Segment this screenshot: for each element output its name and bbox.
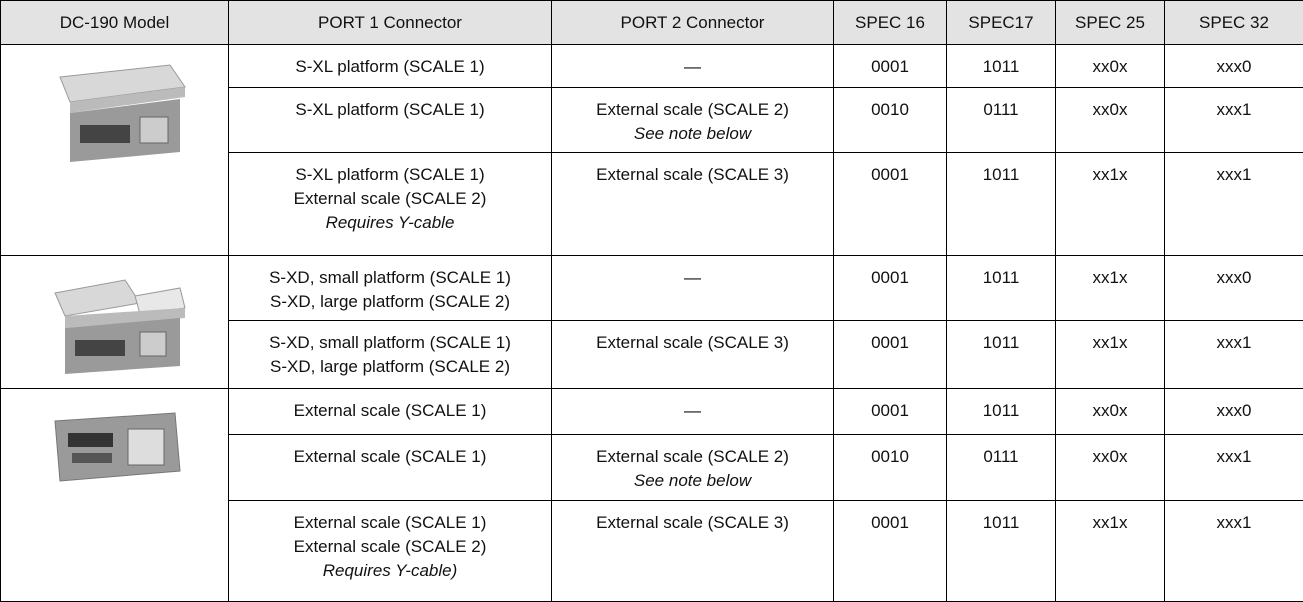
- cell-line: S-XL platform (SCALE 1): [233, 98, 547, 122]
- model-cell: [1, 45, 229, 256]
- port1-cell: External scale (SCALE 1): [229, 435, 552, 501]
- spec17-cell: 1011: [947, 45, 1056, 88]
- port1-cell: S-XD, small platform (SCALE 1)S-XD, larg…: [229, 256, 552, 321]
- table-row: S-XD, small platform (SCALE 1)S-XD, larg…: [1, 256, 1303, 321]
- cell-line: External scale (SCALE 3): [556, 511, 829, 535]
- port2-cell: External scale (SCALE 3): [552, 321, 834, 389]
- cell-line: —: [556, 399, 829, 423]
- spec16-cell: 0001: [834, 45, 947, 88]
- port2-cell: External scale (SCALE 2)See note below: [552, 435, 834, 501]
- spec17-cell: 1011: [947, 501, 1056, 602]
- spec25-cell: xx1x: [1056, 153, 1165, 256]
- spec25-cell: xx0x: [1056, 435, 1165, 501]
- spec25-cell: xx0x: [1056, 45, 1165, 88]
- spec32-cell: xxx1: [1165, 435, 1303, 501]
- cell-line: S-XD, large platform (SCALE 2): [233, 290, 547, 314]
- cell-line: External scale (SCALE 3): [556, 163, 829, 187]
- spec17-cell: 1011: [947, 321, 1056, 389]
- port2-cell: External scale (SCALE 3): [552, 501, 834, 602]
- cell-line: External scale (SCALE 1): [233, 511, 547, 535]
- header-cell: SPEC 25: [1056, 1, 1165, 45]
- spec16-cell: 0001: [834, 256, 947, 321]
- port2-cell: —: [552, 256, 834, 321]
- spec17-cell: 0111: [947, 435, 1056, 501]
- spec16-cell: 0010: [834, 435, 947, 501]
- cell-line: External scale (SCALE 3): [556, 331, 829, 355]
- model-cell: [1, 256, 229, 389]
- port1-cell: External scale (SCALE 1)External scale (…: [229, 501, 552, 602]
- cell-line: External scale (SCALE 2): [556, 445, 829, 469]
- cell-line: External scale (SCALE 2): [233, 187, 547, 211]
- header-row: DC-190 Model PORT 1 Connector PORT 2 Con…: [1, 1, 1303, 45]
- model-cell: [1, 389, 229, 602]
- cell-line: S-XD, large platform (SCALE 2): [233, 355, 547, 379]
- port2-cell: External scale (SCALE 2)See note below: [552, 88, 834, 153]
- port1-cell: S-XL platform (SCALE 1)External scale (S…: [229, 153, 552, 256]
- spec32-cell: xxx0: [1165, 256, 1303, 321]
- spec32-cell: xxx0: [1165, 45, 1303, 88]
- cell-line: See note below: [556, 469, 829, 493]
- cell-line: —: [556, 55, 829, 79]
- spec32-cell: xxx0: [1165, 389, 1303, 435]
- cell-line: Requires Y-cable: [233, 211, 547, 235]
- spec17-cell: 1011: [947, 153, 1056, 256]
- spec17-cell: 1011: [947, 389, 1056, 435]
- port2-cell: —: [552, 389, 834, 435]
- spec25-cell: xx0x: [1056, 389, 1165, 435]
- header-cell: PORT 2 Connector: [552, 1, 834, 45]
- port1-cell: S-XL platform (SCALE 1): [229, 88, 552, 153]
- cell-line: S-XL platform (SCALE 1): [233, 163, 547, 187]
- header-cell: SPEC 32: [1165, 1, 1303, 45]
- spec16-cell: 0001: [834, 389, 947, 435]
- cell-line: S-XD, small platform (SCALE 1): [233, 266, 547, 290]
- cell-line: S-XD, small platform (SCALE 1): [233, 331, 547, 355]
- cell-line: Requires Y-cable): [233, 559, 547, 583]
- spec32-cell: xxx1: [1165, 88, 1303, 153]
- cell-line: —: [556, 266, 829, 290]
- spec17-cell: 1011: [947, 256, 1056, 321]
- port1-cell: S-XL platform (SCALE 1): [229, 45, 552, 88]
- cell-line: External scale (SCALE 1): [233, 445, 547, 469]
- port1-cell: External scale (SCALE 1): [229, 389, 552, 435]
- spec16-cell: 0001: [834, 321, 947, 389]
- port1-cell: S-XD, small platform (SCALE 1)S-XD, larg…: [229, 321, 552, 389]
- scale-xd-image: [40, 268, 190, 378]
- spec17-cell: 0111: [947, 88, 1056, 153]
- spec25-cell: xx1x: [1056, 321, 1165, 389]
- cell-line: S-XL platform (SCALE 1): [233, 55, 547, 79]
- spec16-cell: 0001: [834, 153, 947, 256]
- cell-line: External scale (SCALE 1): [233, 399, 547, 423]
- header-cell: PORT 1 Connector: [229, 1, 552, 45]
- header-cell: SPEC17: [947, 1, 1056, 45]
- spec16-cell: 0010: [834, 88, 947, 153]
- scale-xl-image: [40, 57, 190, 167]
- port2-cell: —: [552, 45, 834, 88]
- spec25-cell: xx1x: [1056, 501, 1165, 602]
- terminal-image: [40, 401, 190, 491]
- spec25-cell: xx0x: [1056, 88, 1165, 153]
- spec32-cell: xxx1: [1165, 153, 1303, 256]
- spec32-cell: xxx1: [1165, 501, 1303, 602]
- cell-line: External scale (SCALE 2): [556, 98, 829, 122]
- header-cell: DC-190 Model: [1, 1, 229, 45]
- port2-cell: External scale (SCALE 3): [552, 153, 834, 256]
- spec25-cell: xx1x: [1056, 256, 1165, 321]
- cell-line: External scale (SCALE 2): [233, 535, 547, 559]
- header-cell: SPEC 16: [834, 1, 947, 45]
- cell-line: See note below: [556, 122, 829, 146]
- spec32-cell: xxx1: [1165, 321, 1303, 389]
- spec16-cell: 0001: [834, 501, 947, 602]
